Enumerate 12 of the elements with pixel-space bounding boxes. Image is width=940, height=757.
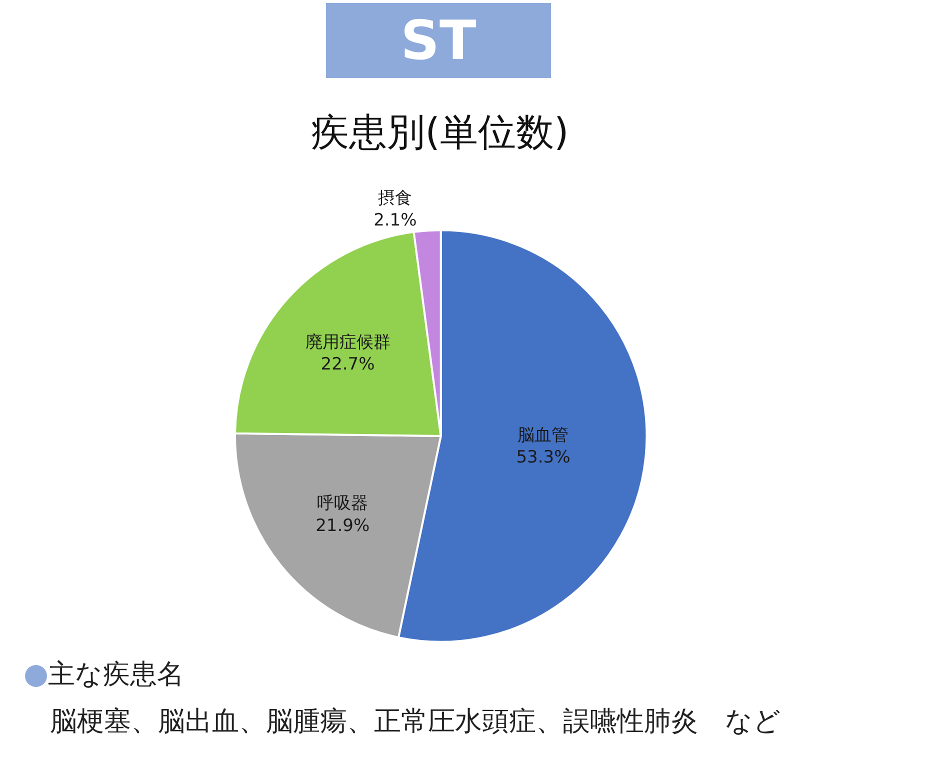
slice-label: 摂食 (378, 188, 412, 209)
slice-label: 脳血管 (518, 426, 569, 446)
chart-subtitle: 疾患別(単位数) (310, 110, 570, 156)
data-label: 53.3% (516, 448, 570, 468)
slice-label: 呼吸器 (317, 494, 368, 514)
text: 脳梗塞、脳出血、脳腫瘍、正常圧水頭症、誤嚥性肺炎 など (50, 706, 781, 738)
data-label: 2.1% (374, 210, 417, 231)
data-label: 22.7% (320, 354, 375, 374)
slice-label: 廃用症候群 (305, 332, 390, 352)
chart-title: ST (400, 8, 476, 72)
data-label: 21.9% (316, 516, 370, 536)
text: 主な疾患名 (48, 659, 184, 692)
